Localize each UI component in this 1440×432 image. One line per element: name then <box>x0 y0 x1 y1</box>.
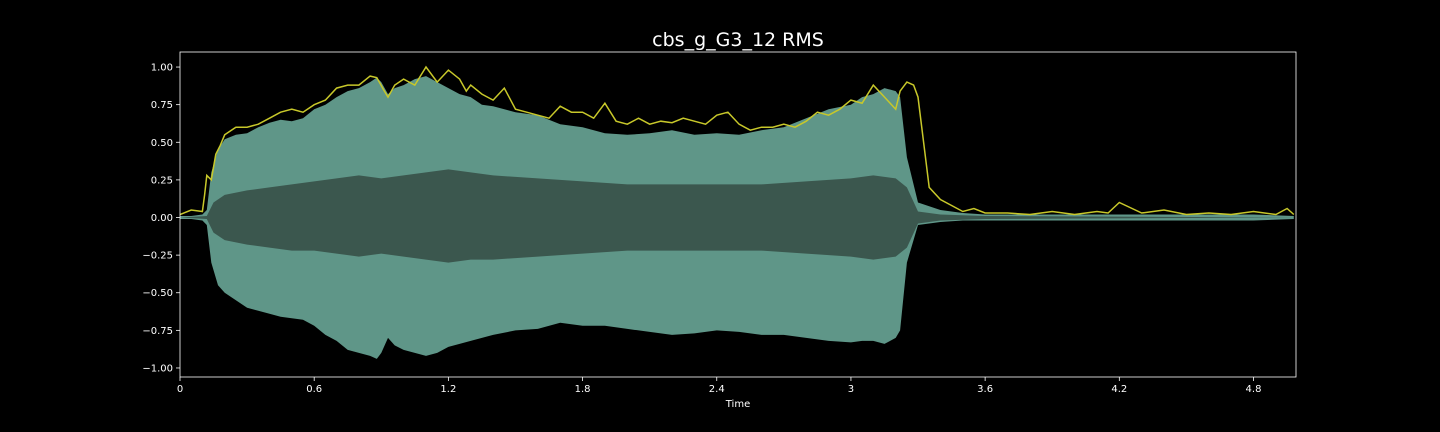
x-tick-label: 4.8 <box>1246 384 1262 395</box>
y-tick-label: 0.25 <box>151 175 173 186</box>
rms-line <box>180 65 1295 216</box>
y-tick-label: −0.75 <box>142 326 173 337</box>
y-tick-label: −0.50 <box>142 288 173 299</box>
y-tick-label: 0.50 <box>151 138 173 149</box>
y-tick-label: 1.00 <box>151 63 173 74</box>
waveform-core <box>180 169 1294 263</box>
x-axis-label: Time <box>725 399 750 410</box>
y-axis: 1.00 0.75 0.50 0.25 0.00 −0.25 −0.50 −0.75 −1.00 <box>142 63 180 374</box>
x-tick-label: 3 <box>848 384 854 395</box>
x-tick-label: 1.8 <box>575 384 591 395</box>
x-axis: 0 0.6 1.2 1.8 2.4 3 3.6 4.2 4.8 <box>177 377 1262 395</box>
axes-frame <box>179 51 1297 378</box>
x-tick-label: 1.2 <box>440 384 456 395</box>
x-tick-label: 0.6 <box>306 384 322 395</box>
y-tick-label: 0.75 <box>151 100 173 111</box>
plot-area <box>180 65 1295 359</box>
x-tick-label: 3.6 <box>977 384 993 395</box>
x-tick-label: 0 <box>177 384 183 395</box>
chart-title: cbs_g_G3_12 RMS <box>652 29 824 51</box>
x-tick-label: 4.2 <box>1111 384 1127 395</box>
y-tick-label: 0.00 <box>151 213 173 224</box>
y-tick-label: −0.25 <box>142 251 173 262</box>
x-tick-label: 2.4 <box>709 384 725 395</box>
y-tick-label: −1.00 <box>142 363 173 374</box>
